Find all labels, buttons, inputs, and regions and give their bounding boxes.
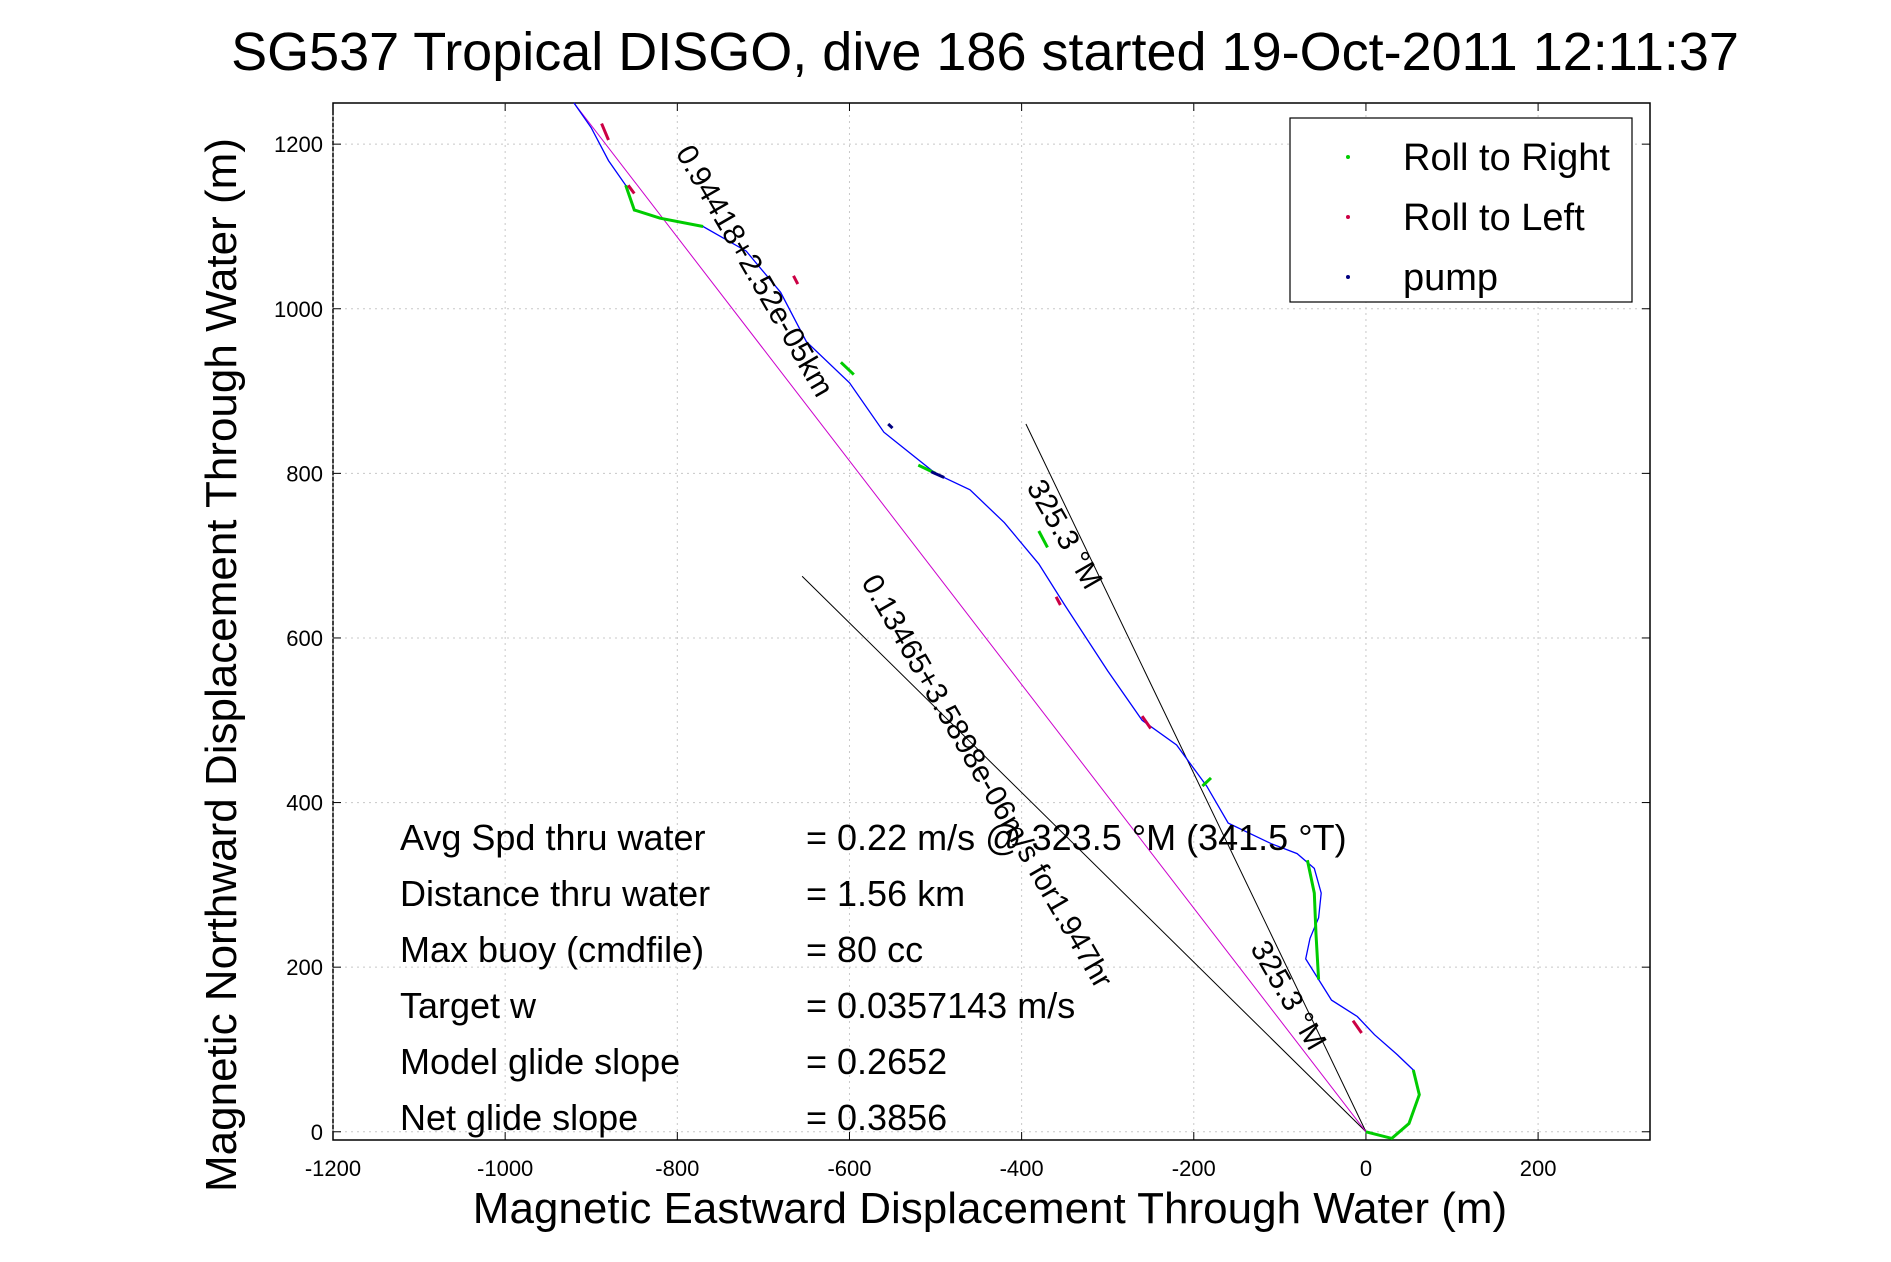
roll-left-segment bbox=[792, 275, 800, 285]
x-tick-label: -800 bbox=[655, 1156, 699, 1181]
summary-value: = 0.3856 bbox=[806, 1097, 947, 1138]
legend: Roll to Right Roll to Left pump bbox=[1289, 117, 1633, 303]
roll-right-segment bbox=[624, 184, 704, 228]
x-tick-label: -400 bbox=[1000, 1156, 1044, 1181]
reference-line bbox=[1025, 423, 1367, 1132]
summary-label: Model glide slope bbox=[400, 1041, 680, 1082]
y-tick-label: 1200 bbox=[274, 132, 323, 157]
roll-right-segment bbox=[1037, 530, 1049, 549]
roll-right-segment bbox=[839, 361, 855, 376]
legend-items: Roll to Right Roll to Left pump bbox=[1346, 137, 1610, 299]
roll-left-segment bbox=[1054, 596, 1062, 606]
summary-label: Distance thru water bbox=[400, 873, 710, 914]
x-tick-label: -600 bbox=[827, 1156, 871, 1181]
y-tick-label: 600 bbox=[286, 626, 323, 651]
legend-marker bbox=[1346, 155, 1350, 159]
reference-lines bbox=[573, 102, 1367, 1133]
x-tick-label: 200 bbox=[1520, 1156, 1557, 1181]
y-tick-label: 1000 bbox=[274, 297, 323, 322]
summary-label: Max buoy (cmdfile) bbox=[400, 929, 704, 970]
y-tick-label: 400 bbox=[286, 791, 323, 816]
reference-line bbox=[573, 102, 1367, 1133]
roll-left-segment bbox=[1351, 1019, 1363, 1034]
roll-right-segment bbox=[1305, 859, 1321, 980]
roll-left-segment bbox=[626, 184, 636, 195]
legend-box bbox=[1289, 117, 1633, 303]
summary-value: = 0.22 m/s @ 323.5 °M (341.5 °T) bbox=[806, 817, 1347, 858]
pump-segment bbox=[887, 422, 894, 430]
legend-label: Roll to Right bbox=[1403, 137, 1610, 179]
roll-left-segment bbox=[600, 123, 610, 141]
legend-marker bbox=[1346, 275, 1350, 279]
roll-left-segment bbox=[1140, 715, 1152, 730]
summary-block: Avg Spd thru water = 0.22 m/s @ 323.5 °M … bbox=[400, 817, 1347, 1138]
legend-label: Roll to Left bbox=[1403, 197, 1585, 239]
x-tick-label: -1000 bbox=[477, 1156, 533, 1181]
glider-track-line bbox=[573, 102, 1420, 1140]
summary-label: Net glide slope bbox=[400, 1097, 638, 1138]
y-tick-label: 800 bbox=[286, 461, 323, 486]
reference-line bbox=[801, 575, 1367, 1133]
summary-label: Avg Spd thru water bbox=[400, 817, 706, 858]
x-tick-label: 0 bbox=[1360, 1156, 1372, 1181]
tick-layer: -1200 -1000 -800 -600 -400 -200 0 200 0 200 400 600… bbox=[274, 103, 1650, 1181]
x-tick-label: -1200 bbox=[305, 1156, 361, 1181]
pump-segment bbox=[930, 470, 945, 479]
track-layer bbox=[573, 102, 1421, 1141]
roll-right-segment bbox=[1365, 1069, 1421, 1141]
legend-label: pump bbox=[1403, 257, 1498, 299]
x-axis-label: Magnetic Eastward Displacement Through W… bbox=[473, 1184, 1507, 1233]
summary-value: = 0.0357143 m/s bbox=[806, 985, 1075, 1026]
y-axis-label: Magnetic Northward Displacement Through … bbox=[197, 138, 246, 1192]
legend-marker bbox=[1346, 215, 1350, 219]
summary-value: = 1.56 km bbox=[806, 873, 965, 914]
summary-value: = 80 cc bbox=[806, 929, 923, 970]
y-tick-label: 0 bbox=[311, 1120, 323, 1145]
roll-right-segment bbox=[1201, 776, 1213, 788]
y-tick-label: 200 bbox=[286, 955, 323, 980]
chart-title: SG537 Tropical DISGO, dive 186 started 1… bbox=[231, 22, 1739, 82]
summary-value: = 0.2652 bbox=[806, 1041, 947, 1082]
summary-label: Target w bbox=[400, 985, 537, 1026]
x-tick-label: -200 bbox=[1172, 1156, 1216, 1181]
